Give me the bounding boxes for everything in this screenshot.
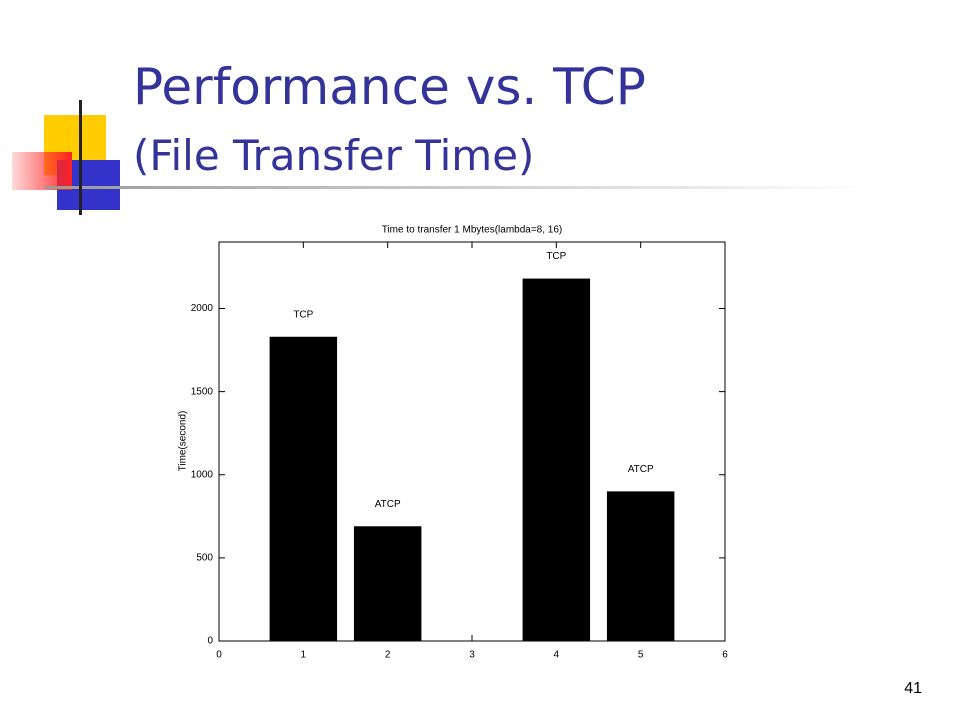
y-tick-label: 0	[207, 636, 213, 647]
chart: Time to transfer 1 Mbytes(lambda=8, 16) …	[178, 225, 729, 661]
chart-title: Time to transfer 1 Mbytes(lambda=8, 16)	[382, 225, 563, 236]
decor-red	[12, 152, 72, 190]
x-tick-label: 1	[301, 650, 307, 661]
decor-vline	[79, 100, 82, 215]
y-tick-label: 1500	[191, 386, 214, 397]
x-tick-label: 2	[385, 650, 391, 661]
slide-title: Performance vs. TCP	[133, 58, 646, 116]
title-rule	[45, 186, 870, 189]
x-tick-label: 3	[469, 650, 475, 661]
bar	[269, 336, 338, 641]
bar	[353, 526, 422, 641]
bar	[522, 278, 591, 641]
x-tick-label: 6	[722, 650, 728, 661]
bar-label: ATCP	[375, 499, 401, 510]
bar-label: TCP	[546, 251, 566, 262]
x-tick-label: 0	[216, 650, 222, 661]
y-tick-label: 2000	[191, 303, 214, 314]
bar	[606, 491, 675, 641]
y-tick-label: 500	[196, 553, 213, 564]
y-axis-label: Time(second)	[178, 411, 189, 472]
y-tick-label: 1000	[191, 469, 214, 480]
bar-label: ATCP	[628, 464, 654, 475]
slide-subtitle: (File Transfer Time)	[133, 131, 534, 180]
x-tick-label: 4	[554, 650, 560, 661]
bar-label: TCP	[293, 309, 313, 320]
page-number: 41	[904, 680, 922, 697]
x-tick-label: 5	[638, 650, 644, 661]
